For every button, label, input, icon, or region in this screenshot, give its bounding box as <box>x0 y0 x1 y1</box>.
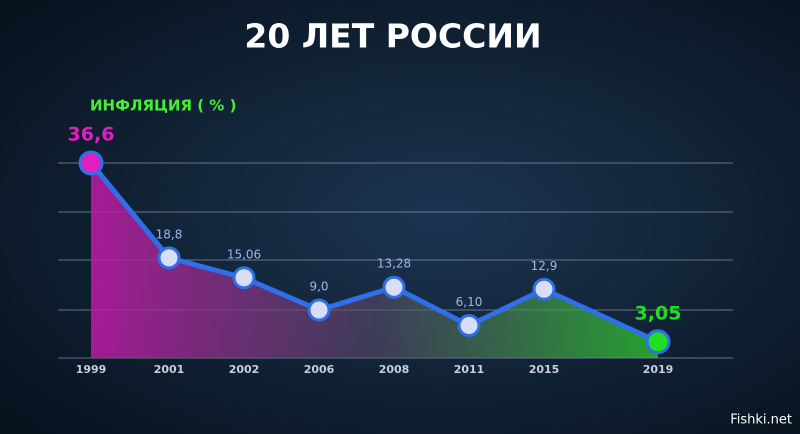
point <box>157 246 181 270</box>
chart-title: 20 ЛЕТ РОССИИ <box>244 17 541 56</box>
value-label: 18,8 <box>156 227 183 241</box>
point <box>307 298 331 322</box>
subtitle: ИНФЛЯЦИЯ ( % ) <box>90 97 236 115</box>
value-label: 9,0 <box>309 280 328 294</box>
point <box>532 277 556 301</box>
x-tick-label: 2002 <box>229 363 260 376</box>
watermark: Fishki.net <box>730 413 792 428</box>
value-label: 36,6 <box>68 124 115 146</box>
point <box>645 329 671 355</box>
point <box>457 314 481 337</box>
value-label: 3,05 <box>635 302 682 324</box>
x-tick-label: 1999 <box>76 363 107 376</box>
x-tick-label: 2019 <box>643 363 674 376</box>
x-tick-label: 2001 <box>154 363 185 376</box>
area <box>91 163 658 358</box>
point <box>232 266 256 290</box>
x-tick-label: 2006 <box>304 363 335 376</box>
point <box>78 150 104 176</box>
x-tick-label: 2015 <box>529 363 560 376</box>
value-label: 13,28 <box>377 257 411 271</box>
line <box>89 161 660 345</box>
x-tick-label: 2008 <box>379 363 410 376</box>
value-label: 6,10 <box>456 295 483 309</box>
value-label: 12,9 <box>531 259 558 273</box>
point <box>382 275 406 299</box>
value-label: 15,06 <box>227 247 261 261</box>
x-tick-label: 2011 <box>454 363 485 376</box>
